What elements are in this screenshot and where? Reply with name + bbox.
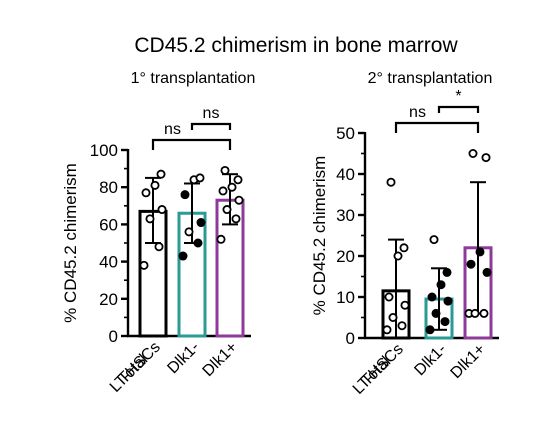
data-point	[431, 308, 441, 318]
y-tick-label: 10	[336, 288, 355, 307]
data-point	[156, 169, 166, 179]
x-category-label: LT-HSCs	[350, 341, 407, 398]
panel-primary-transplantation: 1° transplantation 0 20 40 60 80 100 % CD45.2 c…	[61, 70, 255, 396]
y-tick-label: 80	[99, 178, 118, 197]
data-point	[427, 292, 437, 302]
data-point	[466, 259, 476, 269]
data-point	[470, 308, 480, 318]
data-point	[227, 182, 237, 192]
data-point	[440, 317, 450, 327]
data-point	[157, 205, 167, 215]
data-point	[443, 296, 453, 306]
data-point	[195, 173, 205, 183]
data-point	[234, 195, 244, 205]
y-tick-label: 20	[336, 247, 355, 266]
data-point	[386, 177, 396, 187]
y-tick-label: 40	[336, 165, 355, 184]
data-point	[436, 280, 446, 290]
significance-label: ns	[409, 104, 426, 121]
data-point	[393, 251, 403, 261]
data-point	[184, 227, 194, 237]
data-point	[218, 186, 228, 196]
data-point	[400, 300, 410, 310]
data-point	[397, 321, 407, 331]
x-category-label: Dlk1-	[411, 341, 449, 379]
data-point	[382, 325, 392, 335]
data-point	[429, 235, 439, 245]
y-tick-label: 0	[346, 329, 355, 348]
x-category-label: Dlk1+	[448, 341, 489, 382]
y-tick-label: 30	[336, 206, 355, 225]
panel-secondary-transplantation: 2° transplantation 0 10 20 30 40 50 % CD45.2 ch…	[310, 70, 499, 398]
significance-label: *	[455, 88, 461, 105]
data-point	[231, 214, 241, 224]
panel-subtitle: 2° transplantation	[368, 70, 493, 87]
figure-title: CD45.2 chimerism in bone marrow	[134, 34, 458, 57]
data-point	[442, 267, 452, 277]
y-axis-label: % CD45.2 chimerism	[310, 156, 329, 316]
y-tick-label: 40	[99, 253, 118, 272]
x-category-label: Dlk1+	[200, 339, 241, 380]
y-axis-label: % CD45.2 chimerism	[61, 163, 80, 323]
y-tick-label: 100	[90, 141, 118, 160]
data-point	[399, 243, 409, 253]
data-point	[482, 267, 492, 277]
data-point	[150, 180, 160, 190]
x-category-label: LT-HSCs	[107, 339, 164, 396]
data-point	[468, 148, 478, 158]
data-point	[479, 308, 489, 318]
significance-label: ns	[203, 105, 220, 122]
panel-subtitle: 1° transplantation	[131, 70, 256, 87]
data-point	[475, 247, 485, 257]
data-point	[141, 188, 151, 198]
data-point	[388, 312, 398, 322]
y-tick-label: 20	[99, 290, 118, 309]
data-point	[180, 190, 190, 200]
data-point	[222, 205, 232, 215]
data-point	[154, 242, 164, 252]
data-point	[193, 238, 203, 248]
significance-bracket	[394, 121, 480, 133]
y-tick-label: 50	[336, 124, 355, 143]
data-point	[145, 214, 155, 224]
y-tick-label: 60	[99, 215, 118, 234]
significance-bracket	[437, 105, 480, 113]
data-point	[216, 234, 226, 244]
data-point	[425, 325, 435, 335]
data-point	[139, 260, 149, 270]
data-point	[481, 153, 491, 163]
data-point	[384, 292, 394, 302]
significance-label: ns	[164, 121, 181, 138]
x-category-label: Dlk1-	[164, 339, 202, 377]
data-point	[220, 165, 230, 175]
significance-bracket	[190, 122, 232, 130]
data-point	[178, 251, 188, 261]
y-tick-label: 0	[109, 327, 118, 346]
data-point	[233, 175, 243, 185]
significance-bracket	[151, 138, 232, 150]
data-point	[196, 218, 206, 228]
